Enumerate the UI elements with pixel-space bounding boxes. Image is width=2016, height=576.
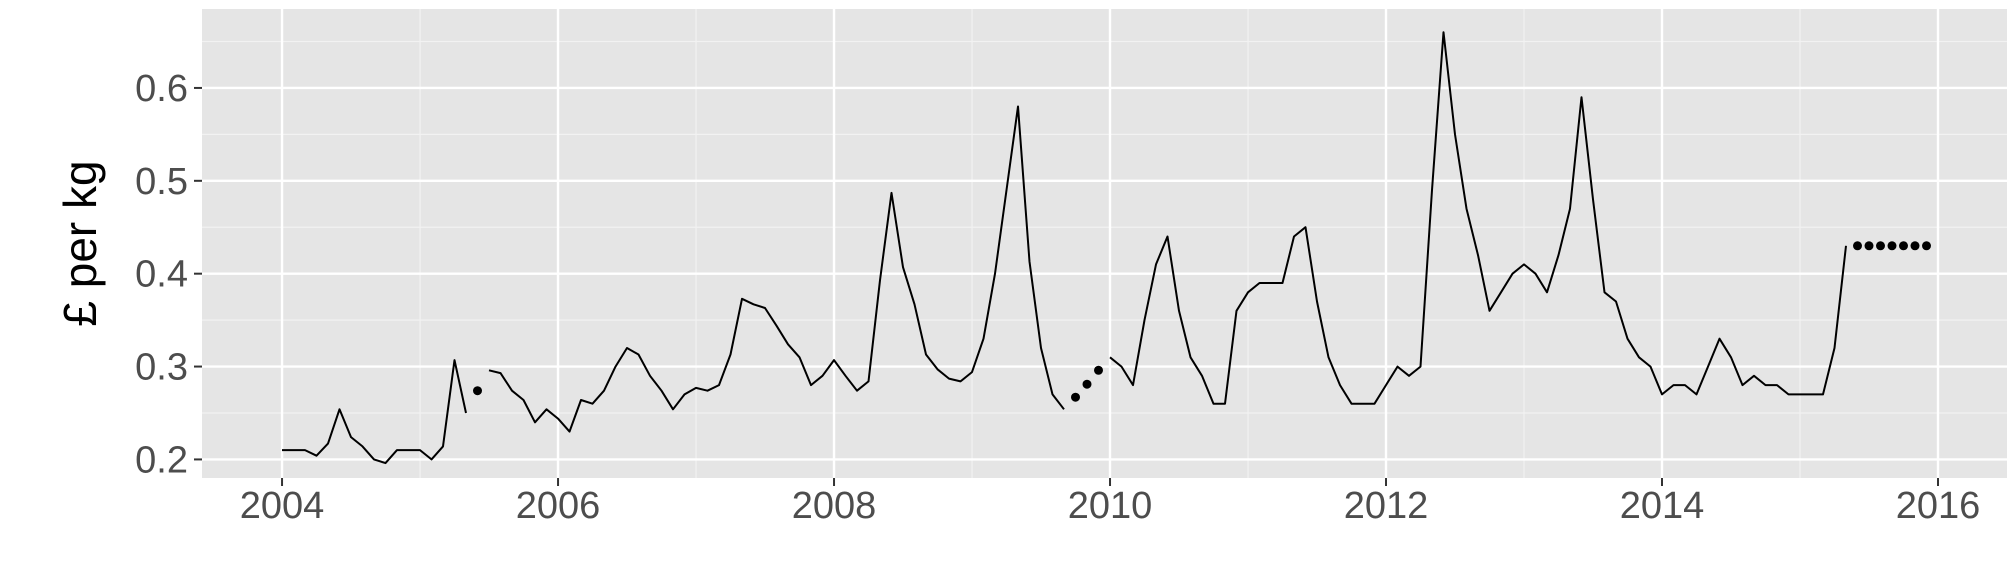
series-point bbox=[1876, 241, 1885, 251]
y-axis-title: £ per kg bbox=[54, 160, 106, 326]
tick-labels: 2004 2006 2008 2010 2012 2014 2016 0.2 0.3 0.4 0.5… bbox=[135, 68, 1980, 527]
y-tick-label: 0.6 bbox=[135, 68, 188, 110]
series-line bbox=[1109, 31, 1847, 405]
series-point bbox=[1071, 392, 1080, 402]
series-point bbox=[1887, 241, 1897, 251]
series-point bbox=[1082, 379, 1092, 389]
series-line bbox=[282, 359, 467, 465]
series-point bbox=[473, 386, 482, 396]
series-point bbox=[1864, 241, 1874, 251]
series-point bbox=[1910, 241, 1920, 251]
x-tick-label: 2016 bbox=[1896, 485, 1981, 527]
x-tick-label: 2006 bbox=[516, 485, 601, 527]
series-point bbox=[1094, 365, 1103, 375]
y-tick-label: 0.5 bbox=[135, 161, 188, 203]
series-point bbox=[1853, 241, 1862, 251]
x-tick-label: 2012 bbox=[1344, 485, 1429, 527]
y-tick-label: 0.4 bbox=[135, 254, 188, 296]
series-points bbox=[473, 241, 1931, 402]
series-line bbox=[488, 105, 1065, 433]
axis-ticks bbox=[194, 86, 1940, 486]
plot-panel bbox=[202, 9, 2007, 478]
x-tick-label: 2008 bbox=[792, 485, 877, 527]
x-tick-label: 2010 bbox=[1068, 485, 1153, 527]
y-tick-label: 0.2 bbox=[135, 439, 188, 481]
series-lines bbox=[282, 31, 1847, 465]
y-tick-label: 0.3 bbox=[135, 347, 188, 389]
x-tick-label: 2014 bbox=[1620, 485, 1705, 527]
x-tick-label: 2004 bbox=[240, 485, 325, 527]
grid-major bbox=[202, 9, 2007, 478]
series-point bbox=[1922, 241, 1931, 251]
series-point bbox=[1899, 241, 1908, 251]
